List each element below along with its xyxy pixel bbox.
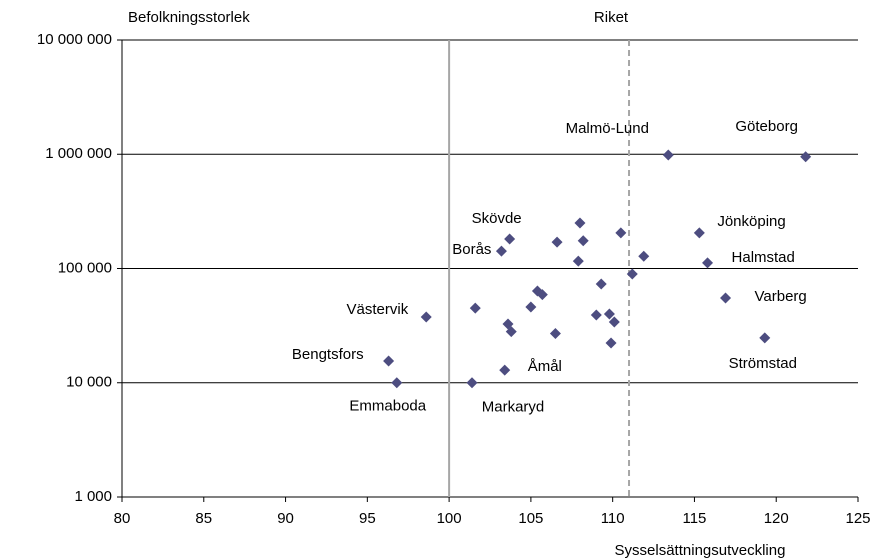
point-label: Västervik bbox=[347, 301, 409, 318]
x-tick-label: 100 bbox=[437, 510, 462, 527]
point-label: Markaryd bbox=[482, 399, 545, 416]
point bbox=[800, 151, 812, 163]
y-tick-label: 1 000 000 bbox=[45, 145, 112, 162]
point bbox=[608, 316, 620, 328]
point bbox=[759, 332, 771, 344]
point bbox=[549, 327, 561, 339]
y-tick-label: 1 000 bbox=[74, 488, 112, 505]
x-axis-title: Sysselsättningsutveckling bbox=[615, 542, 786, 559]
x-tick-label: 105 bbox=[518, 510, 543, 527]
x-tick-label: 90 bbox=[277, 510, 294, 527]
point bbox=[577, 235, 589, 247]
point-label: Borås bbox=[452, 241, 491, 258]
point bbox=[605, 337, 617, 349]
x-tick-label: 125 bbox=[845, 510, 870, 527]
y-tick-label: 10 000 000 bbox=[37, 31, 112, 48]
point bbox=[551, 236, 563, 248]
point bbox=[525, 301, 537, 313]
point bbox=[702, 257, 714, 269]
reference-label: Riket bbox=[594, 9, 629, 26]
x-tick-label: 85 bbox=[195, 510, 212, 527]
point bbox=[638, 250, 650, 262]
point bbox=[420, 311, 432, 323]
y-tick-label: 100 000 bbox=[58, 259, 112, 276]
point-label: Bengtsfors bbox=[292, 346, 364, 363]
point-label: Varberg bbox=[755, 288, 807, 305]
point bbox=[466, 377, 478, 389]
point bbox=[495, 245, 507, 257]
point-label: Emmaboda bbox=[349, 398, 426, 415]
point bbox=[383, 355, 395, 367]
point bbox=[693, 227, 705, 239]
point bbox=[662, 149, 674, 161]
point bbox=[615, 227, 627, 239]
point bbox=[590, 309, 602, 321]
point-label: Halmstad bbox=[732, 249, 795, 266]
y-axis-title: Befolkningsstorlek bbox=[128, 9, 250, 26]
x-tick-label: 120 bbox=[764, 510, 789, 527]
point-label: Strömstad bbox=[729, 355, 797, 372]
x-tick-label: 110 bbox=[601, 510, 625, 527]
point-label: Jönköping bbox=[717, 213, 785, 230]
point bbox=[391, 377, 403, 389]
point bbox=[574, 217, 586, 229]
point bbox=[469, 302, 481, 314]
point bbox=[504, 233, 516, 245]
point-label: Skövde bbox=[472, 210, 522, 227]
point bbox=[595, 278, 607, 290]
point-label: Malmö-Lund bbox=[566, 120, 649, 137]
y-tick-label: 10 000 bbox=[66, 374, 112, 391]
point bbox=[505, 326, 517, 338]
point bbox=[572, 255, 584, 267]
point bbox=[626, 268, 638, 280]
point-label: Åmål bbox=[528, 358, 562, 375]
x-tick-label: 95 bbox=[359, 510, 376, 527]
point bbox=[603, 308, 615, 320]
x-tick-label: 80 bbox=[114, 510, 131, 527]
point bbox=[499, 364, 511, 376]
x-tick-label: 115 bbox=[682, 510, 706, 527]
point bbox=[536, 289, 548, 301]
point-label: Göteborg bbox=[735, 118, 798, 135]
point bbox=[720, 292, 732, 304]
